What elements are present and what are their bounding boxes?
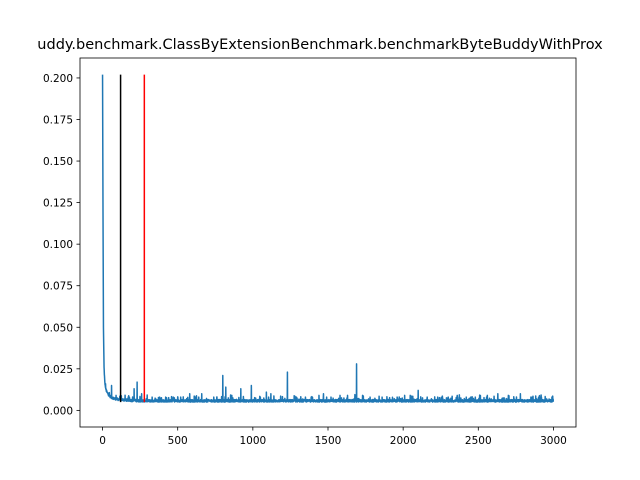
x-tick-label: 1500: [315, 435, 342, 447]
x-tick-label: 1000: [239, 435, 266, 447]
x-tick-label: 2500: [465, 435, 492, 447]
y-tick-label: 0.100: [43, 239, 73, 251]
y-tick-label: 0.200: [43, 73, 73, 85]
y-tick-label: 0.075: [43, 281, 73, 293]
chart-title: uddy.benchmark.ClassByExtensionBenchmark…: [37, 37, 603, 53]
y-tick-label: 0.025: [43, 364, 73, 376]
x-tick-label: 2000: [390, 435, 417, 447]
y-tick-label: 0.125: [43, 198, 73, 210]
series-line-timings: [101, 74, 555, 403]
x-tick-label: 3000: [540, 435, 567, 447]
x-tick-label: 0: [99, 435, 106, 447]
x-tick-label: 500: [168, 435, 188, 447]
y-tick-label: 0.150: [43, 156, 73, 168]
y-tick-label: 0.050: [43, 322, 73, 334]
y-tick-label: 0.000: [43, 405, 73, 417]
y-tick-label: 0.175: [43, 115, 73, 127]
